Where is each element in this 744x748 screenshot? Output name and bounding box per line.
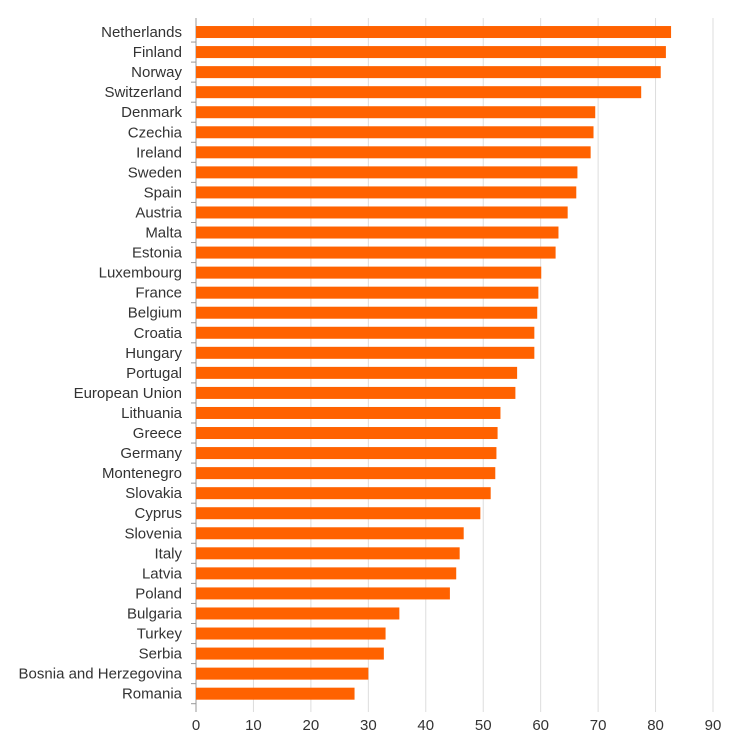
category-label: Sweden — [128, 164, 182, 181]
category-label: Bulgaria — [127, 605, 183, 622]
x-tick-label: 0 — [192, 717, 200, 734]
category-label: Switzerland — [104, 84, 182, 101]
bar — [196, 386, 516, 399]
category-label: Slovenia — [124, 525, 182, 542]
category-label: Ireland — [136, 144, 182, 161]
x-tick-label: 90 — [705, 717, 722, 734]
bar — [196, 587, 450, 600]
category-label: Serbia — [139, 646, 183, 663]
bar — [196, 226, 559, 239]
bar — [196, 607, 400, 620]
bar — [196, 447, 497, 460]
bar — [196, 86, 642, 99]
bar — [196, 567, 457, 580]
category-label: European Union — [74, 385, 182, 402]
category-label: Cyprus — [134, 505, 182, 522]
bar — [196, 427, 498, 440]
category-label: Belgium — [128, 305, 182, 322]
category-label: Montenegro — [102, 465, 182, 482]
bar — [196, 527, 464, 540]
category-label: Norway — [131, 64, 182, 81]
category-label: Latvia — [142, 565, 183, 582]
category-label: Czechia — [128, 124, 183, 141]
x-tick-label: 10 — [245, 717, 262, 734]
category-label: Spain — [144, 184, 182, 201]
category-label: Finland — [133, 44, 182, 61]
category-label: Germany — [120, 445, 182, 462]
bar — [196, 507, 481, 520]
bar — [196, 667, 369, 680]
bar — [196, 46, 666, 59]
category-label: Austria — [135, 204, 182, 221]
bar — [196, 306, 538, 319]
category-label: Italy — [154, 545, 182, 562]
bar — [196, 106, 596, 119]
category-label: Netherlands — [101, 24, 182, 41]
bar — [196, 406, 501, 419]
x-tick-label: 50 — [475, 717, 492, 734]
category-label: Luxembourg — [99, 265, 182, 282]
bar — [196, 66, 661, 79]
category-label: Hungary — [125, 345, 182, 362]
category-label: Bosnia and Herzegovina — [19, 666, 183, 683]
category-label: Turkey — [137, 626, 183, 643]
bar — [196, 286, 539, 299]
bar — [196, 487, 491, 500]
bar — [196, 206, 568, 219]
category-labels: Netherlands Finland Norway Switzerland Denma… — [19, 24, 183, 703]
category-label: Poland — [135, 585, 182, 602]
bar — [196, 346, 535, 359]
category-label: Portugal — [126, 365, 182, 382]
category-label: Slovakia — [125, 485, 182, 502]
category-label: France — [135, 285, 182, 302]
category-label: Denmark — [121, 104, 182, 121]
x-tick-label: 70 — [590, 717, 607, 734]
x-tick-label: 20 — [303, 717, 320, 734]
bar — [196, 326, 535, 339]
bar — [196, 186, 577, 199]
bar — [196, 126, 594, 139]
bar — [196, 547, 460, 560]
bar — [196, 627, 386, 640]
x-tick-label: 60 — [532, 717, 549, 734]
bar — [196, 266, 542, 279]
x-tick-label: 30 — [360, 717, 377, 734]
bar — [196, 146, 591, 159]
x-tick-label: 80 — [647, 717, 664, 734]
category-label: Estonia — [132, 245, 183, 262]
x-tick-labels: 0 10 20 30 40 50 60 70 80 90 — [192, 717, 722, 734]
bar — [196, 687, 355, 700]
category-label: Romania — [122, 686, 183, 703]
bar — [196, 467, 496, 480]
bar — [196, 26, 672, 39]
bars — [196, 26, 672, 700]
category-label: Malta — [145, 225, 182, 242]
category-label: Lithuania — [121, 405, 183, 422]
bar — [196, 166, 578, 179]
bar — [196, 366, 518, 379]
bar — [196, 647, 384, 660]
category-label: Greece — [133, 425, 182, 442]
x-tick-label: 40 — [417, 717, 434, 734]
bar — [196, 246, 556, 259]
category-label: Croatia — [134, 325, 183, 342]
